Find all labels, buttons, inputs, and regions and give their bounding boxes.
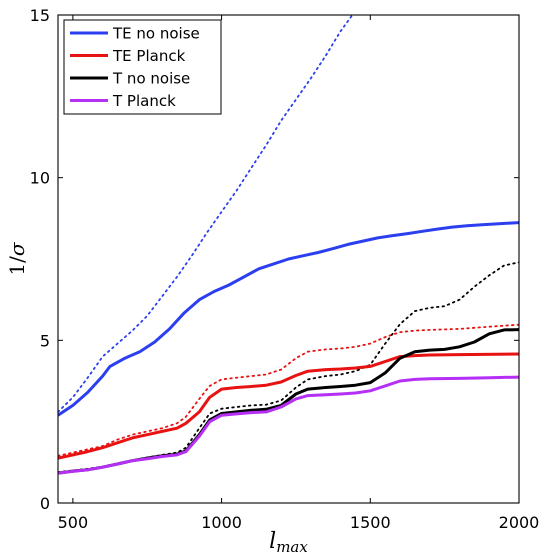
x-axis-title: lmax bbox=[269, 529, 308, 553]
series-line-0 bbox=[58, 221, 519, 417]
axes: 500 1000 1500 2000 0 5 10 15 lmax 1/σ bbox=[5, 6, 539, 553]
y-tick-label: 5 bbox=[40, 331, 50, 350]
y-tick-label: 15 bbox=[30, 6, 50, 25]
x-tick-label: 2000 bbox=[499, 513, 540, 532]
y-axis-title: 1/σ bbox=[5, 241, 29, 275]
legend-box bbox=[63, 19, 222, 115]
x-tick-label: 1500 bbox=[350, 513, 391, 532]
legend-label: T Planck bbox=[112, 92, 176, 110]
series-line-3 bbox=[58, 375, 519, 475]
series-line-4-dotted bbox=[58, 15, 354, 413]
legend-label: TE no noise bbox=[112, 25, 200, 43]
plot-frame bbox=[57, 14, 520, 504]
series-line-5-dotted bbox=[58, 323, 519, 457]
series-line-1 bbox=[58, 352, 519, 460]
x-tick-label: 1000 bbox=[201, 513, 242, 532]
legend-label: TE Planck bbox=[112, 47, 186, 65]
x-tick-label: 500 bbox=[58, 513, 89, 532]
y-tick-label: 10 bbox=[30, 169, 50, 188]
plot-lines bbox=[58, 15, 519, 475]
legend-label: T no noise bbox=[112, 70, 190, 88]
y-tick-label: 0 bbox=[40, 494, 50, 513]
legend: TE no noise TE Planck T no noise T Planck bbox=[63, 19, 222, 115]
